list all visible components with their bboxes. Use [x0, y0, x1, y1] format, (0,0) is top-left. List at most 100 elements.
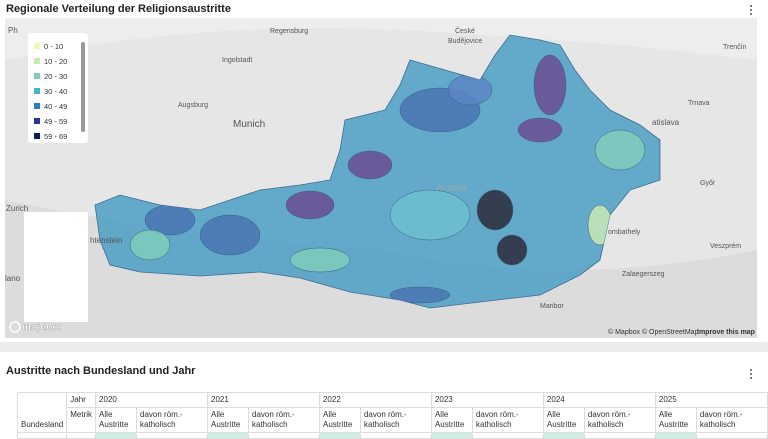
cell	[583, 432, 656, 439]
metric-header: davon röm.-katholisch	[248, 407, 320, 433]
cell	[207, 432, 249, 439]
cell	[66, 432, 97, 439]
legend-swatch	[34, 118, 40, 124]
place-label: Győr	[700, 180, 716, 187]
legend-label: 59 - 69	[44, 132, 67, 141]
legend-swatch	[34, 73, 40, 79]
column-header: Metrik	[66, 407, 97, 433]
cell	[95, 432, 138, 439]
legend-swatch	[34, 133, 40, 139]
legend-label: 0 - 10	[44, 42, 63, 51]
year-header: 2025	[654, 392, 768, 408]
legend-label: 10 - 20	[44, 57, 67, 66]
terrain	[5, 18, 757, 60]
menu-icon[interactable]	[746, 366, 756, 386]
metric-header: davon röm.-katholisch	[695, 407, 768, 433]
legend-label: 20 - 30	[44, 72, 67, 81]
metric-header: Alle Austritte	[654, 407, 697, 433]
cell	[136, 432, 209, 439]
place-label: Regensburg	[270, 28, 308, 35]
region	[289, 247, 351, 273]
map-panel: Regionale Verteilung der Religionsaustri…	[0, 0, 768, 342]
row-header: Bundesland	[16, 392, 68, 433]
metric-header: Alle Austritte	[207, 407, 249, 433]
place-label: Budějovice	[448, 38, 482, 45]
cell	[430, 432, 473, 439]
legend-label: 40 - 49	[44, 102, 67, 111]
metric-header: davon röm.-katholisch	[583, 407, 656, 433]
place-label: Austria	[436, 183, 468, 194]
table-row: Bundesland Jahr 2020 2021 2022 2023 2024 2025	[16, 392, 768, 433]
place-label: Zalaegerszeg	[622, 271, 665, 278]
place-label: Zurich	[6, 204, 28, 213]
place-label: ombathely	[608, 229, 641, 236]
region	[594, 129, 646, 171]
place-label: České	[455, 26, 475, 35]
place-label: Veszprém	[710, 243, 741, 250]
improve-link[interactable]: Improve this map	[697, 329, 755, 336]
region	[389, 189, 471, 241]
region	[389, 286, 451, 304]
metric-header: davon röm.-katholisch	[136, 407, 209, 433]
cell	[471, 432, 544, 439]
region	[347, 150, 393, 180]
legend-label: 30 - 40	[44, 87, 67, 96]
place-label: Ph	[8, 26, 18, 35]
year-header: 2023	[430, 392, 544, 408]
popup-box	[24, 212, 88, 322]
map-title: Regionale Verteilung der Religionsaustri…	[6, 3, 231, 15]
cell	[248, 432, 320, 439]
regions	[129, 54, 646, 304]
table-row: Metrik Alle Austritte davon röm.-katholisc…	[18, 407, 768, 433]
data-table: Bundesland Jahr 2020 2021 2022 2023 2024 2025 Me…	[16, 392, 768, 439]
region	[447, 74, 493, 106]
region	[496, 234, 528, 266]
legend-label: 49 - 59	[44, 117, 67, 126]
region	[129, 229, 171, 261]
legend-swatch	[34, 58, 40, 64]
place-label: Munich	[233, 119, 265, 130]
cell	[359, 432, 432, 439]
year-header: 2020	[95, 392, 209, 408]
metric-header: davon röm.-katholisch	[359, 407, 432, 433]
cell	[695, 432, 768, 439]
place-label: Maribor	[540, 303, 564, 310]
place-label: lano	[5, 274, 21, 283]
place-label: Trnava	[688, 100, 710, 107]
legend-box	[28, 33, 88, 143]
metric-header: Alle Austritte	[542, 407, 585, 433]
year-header: 2021	[207, 392, 320, 408]
map: 0 - 10 10 - 20 20 - 30 30 - 40 40 - 49 49 - 5…	[5, 5, 757, 338]
region	[476, 189, 514, 231]
metric-header: Alle Austritte	[430, 407, 473, 433]
region	[533, 54, 567, 116]
attribution[interactable]: © Mapbox © OpenStreetMap	[608, 328, 699, 336]
place-label: htenstein	[90, 236, 122, 245]
legend-swatch	[34, 103, 40, 109]
place-label: Trenčín	[723, 44, 747, 51]
legend-swatch	[34, 43, 40, 49]
cell	[654, 432, 697, 439]
place-label: Ingolstadt	[222, 57, 252, 64]
year-header: 2024	[542, 392, 656, 408]
legend-swatch	[34, 88, 40, 94]
cell	[318, 432, 361, 439]
place-label: atislava	[652, 118, 680, 127]
column-header: Jahr	[66, 392, 97, 408]
region	[517, 117, 563, 143]
mapbox-logo: mapbox	[22, 322, 61, 333]
region	[285, 190, 335, 220]
menu-icon[interactable]	[750, 5, 752, 15]
legend: 0 - 10 10 - 20 20 - 30 30 - 40 40 - 49 49 - 5…	[28, 33, 88, 143]
metric-header: Alle Austritte	[318, 407, 361, 433]
cell	[542, 432, 585, 439]
table-row	[16, 432, 768, 439]
metric-header: Alle Austritte	[95, 407, 138, 433]
metric-header: davon röm.-katholisch	[471, 407, 544, 433]
cell	[16, 432, 68, 439]
mapbox-logo-icon	[9, 321, 21, 333]
table-title: Austritte nach Bundesland und Jahr	[6, 365, 196, 377]
region	[199, 214, 261, 256]
year-header: 2022	[318, 392, 432, 408]
